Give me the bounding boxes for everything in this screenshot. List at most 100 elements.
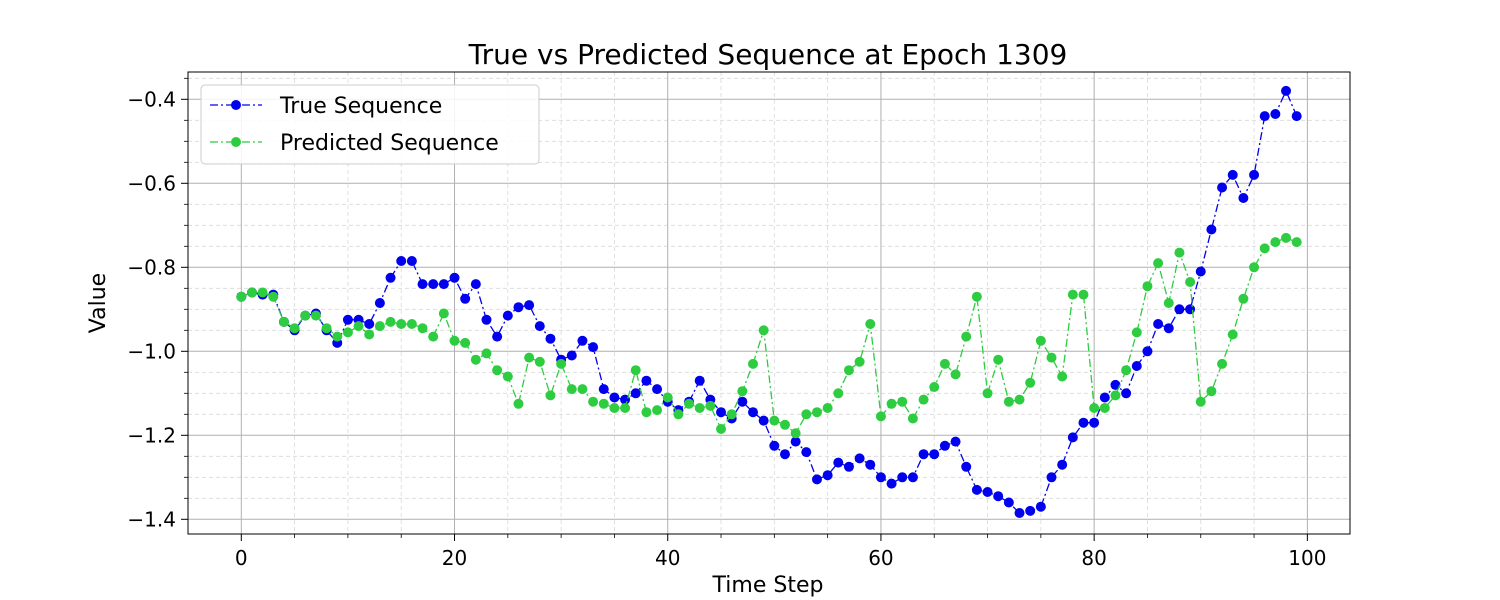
data-point bbox=[353, 321, 364, 332]
data-point bbox=[726, 409, 737, 420]
series-true-sequence bbox=[236, 85, 1302, 518]
x-tick-label: 20 bbox=[442, 546, 467, 570]
data-point bbox=[492, 331, 503, 342]
data-point bbox=[939, 440, 950, 451]
data-point bbox=[385, 272, 396, 283]
data-point bbox=[1025, 377, 1036, 388]
y-axis-label: Value bbox=[86, 273, 111, 333]
data-point bbox=[1003, 396, 1014, 407]
data-point bbox=[428, 331, 439, 342]
data-point bbox=[993, 354, 1004, 365]
data-point bbox=[1270, 237, 1281, 248]
data-point bbox=[1206, 386, 1217, 397]
legend-item: Predicted Sequence bbox=[210, 131, 499, 156]
data-point bbox=[481, 314, 492, 325]
data-point bbox=[790, 428, 801, 439]
series-line bbox=[241, 89, 1298, 514]
data-point bbox=[961, 331, 972, 342]
data-point bbox=[875, 411, 886, 422]
data-point bbox=[1281, 232, 1292, 243]
data-point bbox=[417, 279, 428, 290]
data-point bbox=[566, 350, 577, 361]
data-point bbox=[779, 449, 790, 460]
data-point bbox=[310, 310, 321, 321]
data-point bbox=[1195, 266, 1206, 277]
data-point bbox=[385, 316, 396, 327]
data-point bbox=[641, 407, 652, 418]
data-point bbox=[886, 398, 897, 409]
data-point bbox=[502, 310, 513, 321]
legend-marker bbox=[231, 137, 241, 147]
data-point bbox=[822, 403, 833, 413]
data-point bbox=[1035, 501, 1046, 512]
data-point bbox=[662, 392, 673, 403]
data-point bbox=[769, 415, 780, 426]
data-point bbox=[993, 491, 1004, 502]
data-point bbox=[1089, 403, 1100, 413]
data-point bbox=[449, 272, 460, 283]
data-point bbox=[566, 384, 577, 395]
legend: True Sequence Predicted Sequence bbox=[200, 84, 540, 165]
data-point bbox=[598, 398, 609, 409]
data-point bbox=[524, 300, 535, 311]
data-point bbox=[790, 436, 801, 447]
data-point bbox=[556, 358, 567, 369]
y-tick-label: −1.4 bbox=[127, 507, 176, 531]
data-point bbox=[470, 354, 481, 365]
data-point bbox=[1249, 169, 1260, 180]
chart-title: True vs Predicted Sequence at Epoch 1309 bbox=[468, 38, 1068, 71]
data-point bbox=[652, 384, 663, 395]
data-point bbox=[1185, 304, 1196, 315]
data-point bbox=[502, 371, 513, 382]
data-point bbox=[406, 319, 417, 329]
data-point bbox=[1163, 323, 1174, 334]
data-point bbox=[918, 449, 929, 460]
data-point bbox=[641, 375, 652, 386]
data-point bbox=[950, 436, 961, 447]
series-predicted-sequence bbox=[236, 232, 1302, 439]
legend-label: Predicted Sequence bbox=[280, 131, 499, 156]
data-point bbox=[1153, 258, 1164, 269]
data-point bbox=[300, 310, 311, 321]
data-point bbox=[1089, 417, 1100, 428]
data-point bbox=[843, 461, 854, 472]
series-line bbox=[241, 237, 1297, 435]
data-point bbox=[1270, 109, 1281, 119]
data-point bbox=[982, 388, 993, 399]
data-point bbox=[886, 478, 897, 489]
data-point bbox=[342, 314, 353, 325]
data-point bbox=[1259, 111, 1270, 122]
data-point bbox=[577, 384, 588, 395]
data-point bbox=[481, 348, 492, 359]
data-point bbox=[865, 459, 876, 470]
data-point bbox=[438, 279, 449, 290]
data-point bbox=[364, 329, 375, 340]
grid bbox=[188, 72, 1350, 534]
data-point bbox=[1174, 304, 1185, 315]
data-point bbox=[1046, 352, 1057, 363]
data-point bbox=[1078, 417, 1089, 428]
data-point bbox=[1249, 262, 1260, 273]
data-point bbox=[513, 398, 524, 409]
data-point bbox=[854, 453, 865, 464]
data-point bbox=[907, 413, 918, 424]
data-point bbox=[779, 419, 790, 430]
data-point bbox=[470, 279, 481, 290]
data-point bbox=[1259, 243, 1270, 254]
data-point bbox=[417, 323, 428, 334]
data-point bbox=[971, 291, 982, 302]
data-point bbox=[1153, 319, 1164, 329]
data-point bbox=[545, 333, 556, 344]
data-point bbox=[971, 484, 982, 495]
data-point bbox=[1142, 346, 1153, 357]
data-point bbox=[1057, 459, 1068, 470]
data-point bbox=[577, 335, 588, 346]
data-point bbox=[1227, 329, 1238, 340]
data-point bbox=[716, 407, 727, 418]
data-point bbox=[396, 319, 407, 329]
data-point bbox=[1217, 358, 1228, 369]
data-point bbox=[1067, 432, 1078, 443]
data-point bbox=[1003, 497, 1014, 508]
data-point bbox=[1238, 293, 1249, 304]
